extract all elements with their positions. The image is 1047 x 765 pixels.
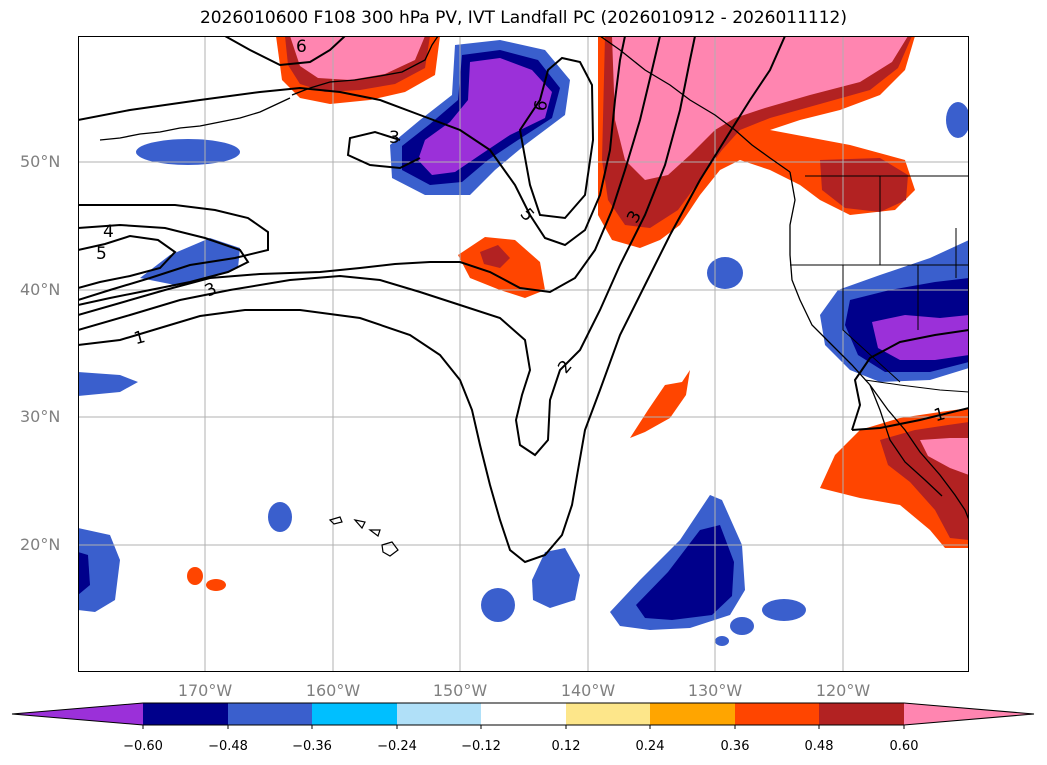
colorbar (11, 702, 1035, 729)
positive-anomaly-subtropical (630, 370, 690, 438)
colorbar-extend-high (904, 703, 1034, 725)
negative-anomaly-small-se-2 (762, 599, 806, 621)
colorbar-tick-label: 0.24 (635, 739, 665, 754)
colorbar-swatch (481, 703, 566, 725)
hawaii-islands (328, 516, 399, 557)
contour-level-2 (78, 36, 696, 457)
colorbar-tick-label: −0.12 (461, 739, 501, 754)
colorbar-tick-label: 0.12 (551, 739, 581, 754)
contour-label: 1 (132, 327, 148, 349)
colorbar-tick-label: −0.60 (123, 739, 163, 754)
contour-label: 3 (389, 128, 400, 148)
negative-anomaly-mid-pacific (707, 257, 743, 289)
contour-level-5 (78, 234, 177, 289)
positive-anomaly-pnw (820, 158, 908, 212)
negative-anomaly-hawaii-west (268, 502, 292, 532)
negative-anomaly-gulf-peak (418, 58, 552, 175)
coastlines (99, 36, 969, 521)
positive-anomaly-central-core (480, 245, 510, 268)
contour-level-12 (851, 407, 969, 431)
negative-anomaly-edge-30n (78, 372, 138, 396)
lon-label: 160°W (305, 681, 361, 700)
contour-level-4 (78, 204, 269, 301)
negative-anomaly-northeast-edge (946, 102, 969, 138)
contour-level-9 (518, 56, 595, 220)
negative-anomaly-subtropical-core (636, 525, 734, 620)
contour-label: 1 (932, 404, 948, 426)
political-borders (790, 175, 969, 393)
positive-anomaly-small-2 (206, 579, 226, 591)
positive-anomaly-alaska-peak (290, 36, 425, 80)
map-content: 6 3 6 5 3 4 5 3 1 2 1 (78, 36, 969, 672)
contour-level-11 (851, 329, 969, 431)
contour-label: 4 (103, 222, 114, 242)
contour-level-6 (78, 223, 250, 306)
lat-label: 50°N (20, 152, 61, 171)
positive-anomaly-mexico-peak (920, 438, 969, 475)
coastline-aleutians (99, 97, 291, 141)
positive-anomaly-small-1 (187, 567, 203, 585)
contour-level-7 (78, 36, 626, 247)
negative-anomaly-edge-20n (78, 528, 120, 612)
lon-label: 170°W (177, 681, 233, 700)
contour-level-10 (224, 36, 346, 67)
coastline-alaska (291, 36, 439, 96)
colorbar-tick-label: −0.24 (377, 739, 417, 754)
colorbar-swatch (735, 703, 819, 725)
colorbar-tick-label: −0.48 (208, 739, 248, 754)
anomaly-fields (78, 36, 969, 646)
colorbar-swatch (566, 703, 650, 725)
negative-anomaly-edge-20n-core (78, 552, 90, 595)
positive-anomaly-northeast-peak (612, 36, 908, 180)
negative-anomaly-small-se-1 (730, 617, 754, 635)
contour-level-1 (78, 36, 786, 564)
colorbar-swatch (650, 703, 735, 725)
colorbar-swatch (397, 703, 481, 725)
coastline-west-coast (789, 171, 969, 521)
lon-label: 130°W (687, 681, 743, 700)
contour-label: 6 (531, 99, 553, 113)
coastline-bc-alaska-panhandle (599, 36, 791, 173)
pv-contours (78, 36, 969, 564)
colorbar-swatch (228, 703, 312, 725)
colorbar-tick-label: 0.48 (804, 739, 834, 754)
negative-anomaly-aleutian (136, 139, 240, 165)
positive-anomaly-central (458, 237, 545, 298)
colorbar-swatch (312, 703, 397, 725)
lat-label: 30°N (20, 407, 61, 426)
coastline-baja (869, 384, 943, 497)
lat-label: 20°N (20, 535, 61, 554)
colorbar-tick-label: −0.36 (292, 739, 332, 754)
colorbar-tick-label: 0.60 (889, 739, 919, 754)
negative-anomaly-south-1 (481, 588, 515, 622)
border-us-mexico (864, 379, 969, 393)
lon-label: 140°W (560, 681, 616, 700)
contour-label: 6 (296, 37, 307, 57)
lon-label: 150°W (432, 681, 488, 700)
map-title: 2026010600 F108 300 hPa PV, IVT Landfall… (199, 8, 847, 28)
colorbar-extend-low (12, 703, 143, 725)
lat-label: 40°N (20, 280, 61, 299)
colorbar-swatch (819, 703, 904, 725)
colorbar-tick-label: 0.36 (720, 739, 750, 754)
border-california-east (842, 265, 901, 383)
colorbar-swatch (143, 703, 228, 725)
negative-anomaly-small-se-3 (715, 636, 729, 646)
negative-anomaly-south-2 (532, 548, 580, 608)
lon-label: 120°W (815, 681, 871, 700)
map-frame (78, 36, 969, 672)
contour-label: 5 (96, 244, 107, 264)
contour-level-3 (78, 36, 661, 316)
gridlines (78, 36, 969, 672)
contour-level-8 (346, 130, 421, 170)
